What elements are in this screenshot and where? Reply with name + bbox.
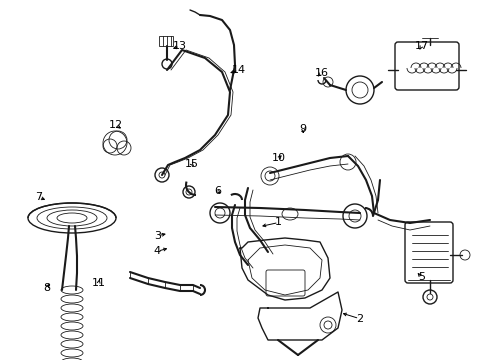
Text: 9: 9: [299, 124, 306, 134]
Text: 15: 15: [184, 159, 198, 169]
Text: 10: 10: [271, 153, 285, 163]
Text: 11: 11: [92, 278, 105, 288]
FancyBboxPatch shape: [404, 222, 452, 283]
FancyBboxPatch shape: [394, 42, 458, 90]
Text: 13: 13: [173, 41, 186, 51]
Bar: [159, 36, 173, 46]
Text: 16: 16: [314, 68, 328, 78]
Text: 8: 8: [43, 283, 50, 293]
Text: 7: 7: [36, 192, 42, 202]
Text: 3: 3: [154, 231, 161, 241]
Text: 2: 2: [355, 314, 362, 324]
Text: 6: 6: [214, 186, 221, 196]
Text: 17: 17: [414, 41, 427, 51]
Text: 4: 4: [154, 246, 161, 256]
Text: 12: 12: [109, 120, 123, 130]
Text: 14: 14: [231, 65, 245, 75]
Text: 1: 1: [275, 217, 282, 228]
Text: 5: 5: [417, 272, 424, 282]
